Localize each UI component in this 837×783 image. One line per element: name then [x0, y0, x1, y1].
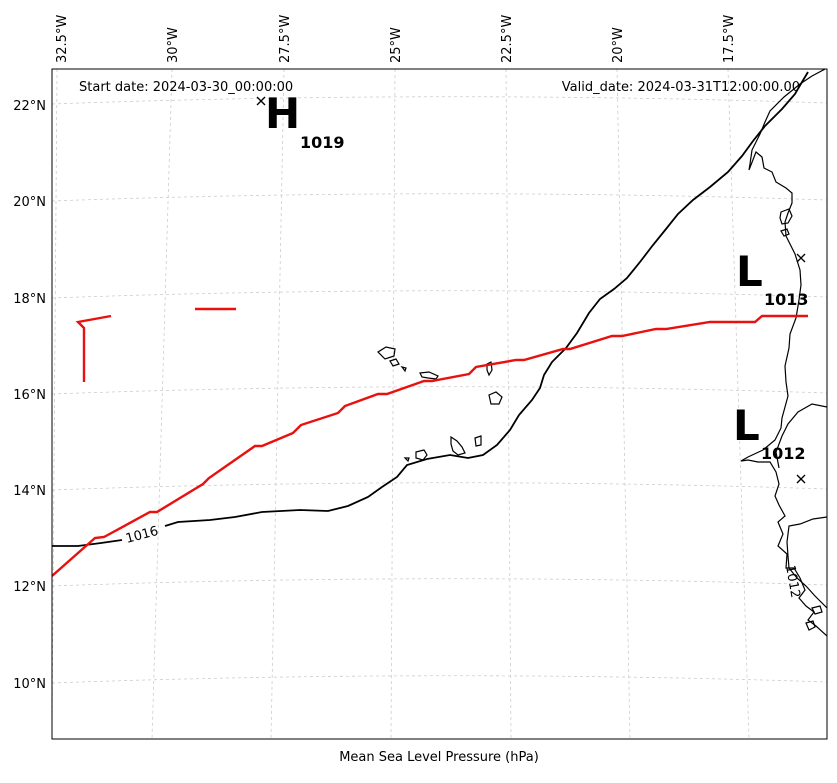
bissagos-island-b [811, 605, 823, 615]
parallel-12n [52, 578, 827, 587]
cape-verde-maio [474, 435, 482, 447]
cape-verde-santo-antao [377, 346, 396, 360]
map-caption: Mean Sea Level Pressure (hPa) [339, 750, 539, 765]
cape-verde-santa-luzia [400, 366, 407, 373]
lat-label-22n: 22°N [13, 99, 46, 114]
lon-label-20w: 20°W [611, 27, 626, 63]
lat-label-20n: 20°N [13, 195, 46, 210]
low-pressure-value-south: 1012 [761, 444, 806, 463]
meridian-27-5w [270, 69, 285, 739]
contour-label-1016: 1016 [124, 524, 160, 547]
cape-verde-sao-nicolau [419, 371, 439, 380]
low-pressure-value-north: 1013 [764, 290, 809, 309]
cape-verde-boa-vista [488, 391, 503, 405]
low-pressure-letter-south: L [733, 401, 760, 450]
bissagos-island-a [805, 620, 816, 631]
lon-label-30w: 30°W [166, 27, 181, 63]
high-pressure-value: 1019 [300, 133, 345, 152]
coastlines [377, 69, 827, 637]
lat-label-14n: 14°N [13, 484, 46, 499]
lat-label-18n: 18°N [13, 292, 46, 307]
cape-verde-santiago [450, 435, 466, 456]
cape-verde-brava [403, 457, 410, 463]
parallel-18n [52, 290, 827, 299]
parallel-22n [52, 96, 827, 105]
pressure-centre-markers [256, 96, 806, 484]
lon-label-25w: 25°W [389, 27, 404, 63]
low-center-marker-south [796, 474, 806, 484]
meridian-25w [390, 69, 396, 739]
lon-label-27-5w: 27.5°W [278, 15, 293, 63]
senegal-interior-coast [775, 403, 827, 469]
coastal-island-b [780, 228, 790, 237]
low-pressure-letter-north: L [736, 247, 763, 296]
low-center-marker-north [796, 253, 806, 263]
lon-label-22-5w: 22.5°W [500, 15, 515, 63]
latitude-labels: 22°N 20°N 18°N 16°N 14°N 12°N 10°N [13, 99, 46, 692]
longitude-labels: 32.5°W 30°W 27.5°W 25°W 22.5°W 20°W 17.5… [55, 15, 737, 63]
lon-label-32-5w: 32.5°W [55, 15, 70, 63]
parallel-10n [52, 675, 827, 684]
meridian-30w [151, 69, 173, 739]
africa-coastline [740, 69, 827, 637]
isobar-1013-fragment-west [75, 314, 112, 382]
isobar-1013-main [52, 314, 808, 577]
isobars [52, 71, 809, 577]
meridian-22-5w [505, 69, 512, 739]
lat-label-16n: 16°N [13, 388, 46, 403]
parallel-16n [52, 386, 827, 395]
graticule [52, 69, 827, 739]
high-center-marker [256, 96, 266, 106]
meridian-17-5w [727, 69, 750, 739]
coastal-island-a [779, 208, 793, 225]
valid-date-label: Valid_date: 2024-03-31T12:00:00.00 [562, 80, 800, 95]
cape-verde-sao-vicente [389, 358, 400, 367]
lon-label-17-5w: 17.5°W [722, 15, 737, 63]
lat-label-10n: 10°N [13, 677, 46, 692]
plot-frame [51, 68, 828, 740]
lat-label-12n: 12°N [13, 580, 46, 595]
start-date-label: Start date: 2024-03-30_00:00:00 [79, 80, 293, 95]
cape-verde-fogo [415, 449, 428, 461]
guinea-bissau-coast [786, 516, 827, 609]
meridian-32-5w [52, 69, 58, 739]
cape-verde-sal [486, 361, 493, 377]
meridian-20w [616, 69, 631, 739]
isobar-1016-line [52, 71, 809, 547]
high-pressure-letter: H [265, 89, 300, 138]
parallel-20n [52, 193, 827, 202]
parallel-14n [52, 482, 827, 491]
contour-label-1012: 1012 [782, 564, 803, 599]
